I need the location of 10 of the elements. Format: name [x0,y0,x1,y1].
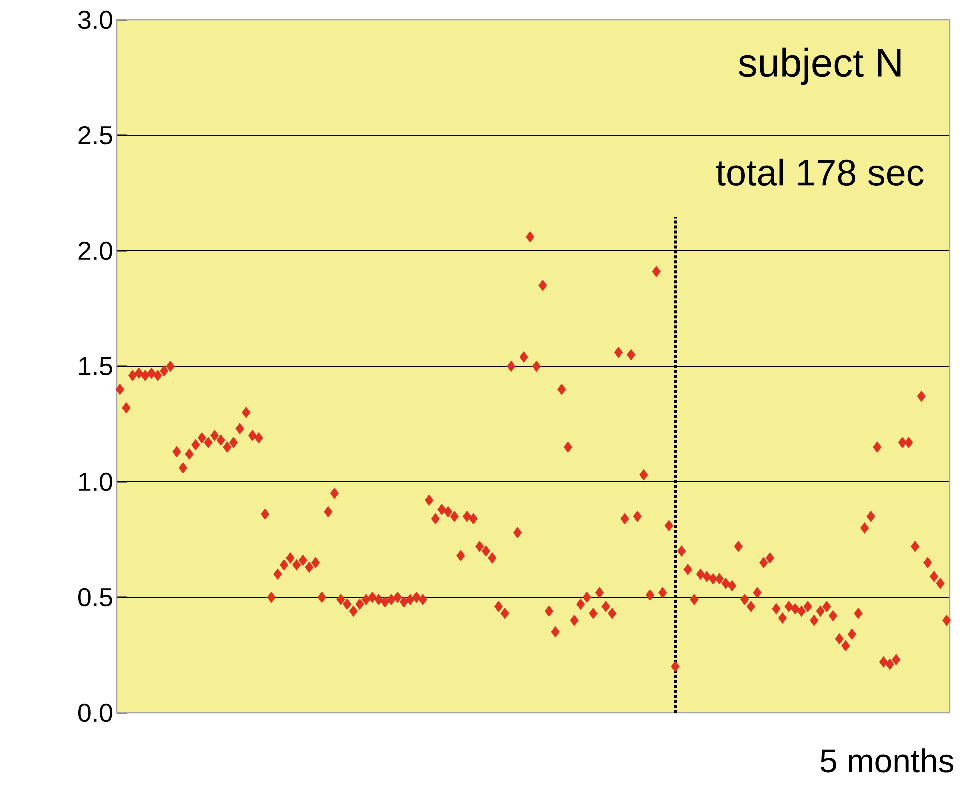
x-axis-title: 5 months [820,748,954,773]
y-tick-label: 1.5 [79,357,112,376]
y-tick-label: 1.0 [79,472,112,492]
annotation: subject N [738,48,901,86]
y-tick-label: 2.0 [78,242,112,260]
y-tick-label: 2.5 [78,126,112,145]
y-tick-label: 3.0 [78,10,112,30]
y-tick-label: 0.5 [78,588,112,607]
y-tick-label: 0.0 [78,704,112,722]
annotation: total 178 sec [716,158,924,186]
